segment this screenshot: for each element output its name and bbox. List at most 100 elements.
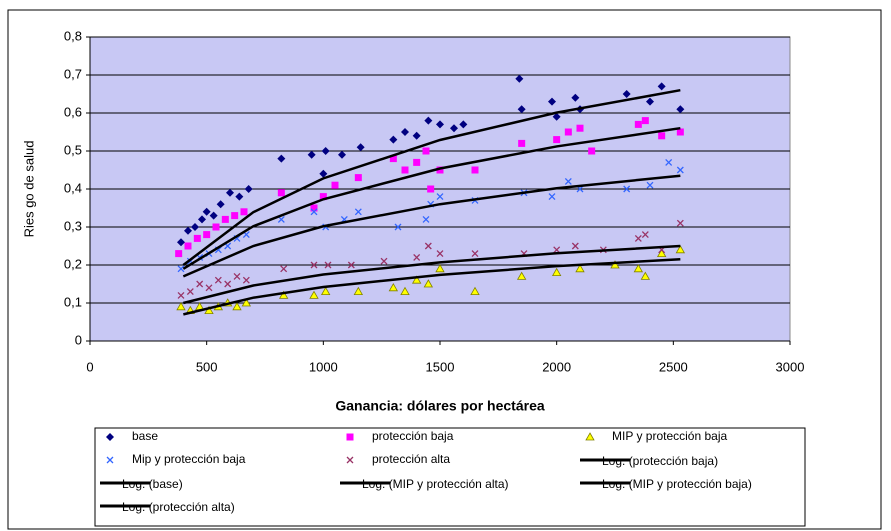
trend-line [182, 126, 681, 270]
point [209, 211, 218, 220]
point [646, 181, 654, 189]
point [216, 200, 225, 209]
point [634, 234, 642, 242]
point [436, 166, 444, 174]
point [575, 263, 585, 273]
point [424, 242, 432, 250]
point [634, 120, 642, 128]
point [309, 290, 319, 299]
point [354, 208, 362, 216]
point [196, 280, 204, 288]
point [422, 147, 430, 155]
point [633, 263, 644, 273]
point [310, 261, 318, 269]
point [676, 166, 684, 174]
point [676, 128, 684, 136]
point [623, 185, 631, 193]
point [338, 150, 346, 159]
point [471, 166, 479, 174]
point [324, 261, 332, 269]
point [380, 257, 388, 265]
point [232, 301, 242, 311]
point [240, 208, 248, 216]
point [564, 177, 572, 185]
point [571, 242, 579, 250]
point [186, 288, 194, 296]
legend-swatch [346, 456, 354, 464]
y-tick-label: 0,3 [64, 218, 82, 233]
point [184, 242, 192, 250]
point [552, 112, 561, 121]
trend-line [183, 258, 681, 316]
point [319, 193, 327, 201]
y-tick-label: 0,6 [64, 104, 82, 119]
point [191, 223, 199, 231]
legend-label: protección alta [372, 452, 450, 466]
point [389, 155, 397, 163]
point [319, 169, 328, 178]
point [515, 74, 524, 83]
point [204, 305, 214, 314]
point [622, 90, 631, 98]
point [235, 192, 244, 201]
point [553, 246, 561, 254]
point [551, 267, 562, 276]
point [205, 284, 213, 292]
point [184, 226, 192, 235]
trend-line [182, 174, 681, 278]
legend-swatch [585, 432, 595, 441]
point [241, 298, 252, 307]
point [517, 105, 526, 114]
legend-swatch [106, 456, 114, 464]
y-tick-label: 0,7 [64, 66, 82, 81]
point [676, 105, 685, 114]
point [307, 150, 316, 159]
legend-label: Log. (base) [122, 477, 183, 491]
point [212, 223, 220, 231]
point [175, 250, 183, 258]
point [471, 250, 479, 258]
point [278, 290, 289, 299]
point [400, 286, 410, 295]
point [388, 282, 399, 292]
point [277, 189, 285, 197]
point [347, 261, 355, 269]
point [193, 234, 201, 242]
point [226, 188, 234, 197]
point [658, 132, 666, 140]
y-tick-label: 0,1 [64, 294, 82, 309]
legend-label: Log. (MIP y protección alta) [362, 477, 509, 491]
point [231, 212, 239, 220]
point [676, 219, 684, 227]
point [548, 193, 556, 201]
x-tick-label: 1000 [309, 359, 338, 374]
point [422, 215, 430, 223]
legend-label: Mip y protección baja [132, 452, 246, 466]
point [221, 215, 229, 223]
point [401, 166, 409, 174]
x-tick-label: 2500 [659, 359, 688, 374]
point [436, 250, 444, 258]
point [413, 158, 421, 166]
point [610, 260, 620, 269]
legend-label: base [132, 429, 158, 443]
point [353, 286, 364, 295]
point [354, 174, 362, 182]
point [413, 253, 421, 261]
point [411, 275, 422, 284]
point [401, 128, 409, 136]
point [331, 181, 339, 189]
point [394, 223, 402, 231]
x-tick-label: 1500 [426, 359, 455, 374]
point [203, 231, 211, 239]
point [459, 120, 468, 129]
point [665, 158, 673, 166]
y-tick-label: 0,2 [64, 256, 82, 271]
legend-label: MIP y protección baja [612, 429, 727, 443]
point [224, 280, 232, 288]
point [516, 271, 527, 280]
point [321, 147, 330, 155]
point [675, 244, 686, 254]
point [277, 154, 286, 163]
